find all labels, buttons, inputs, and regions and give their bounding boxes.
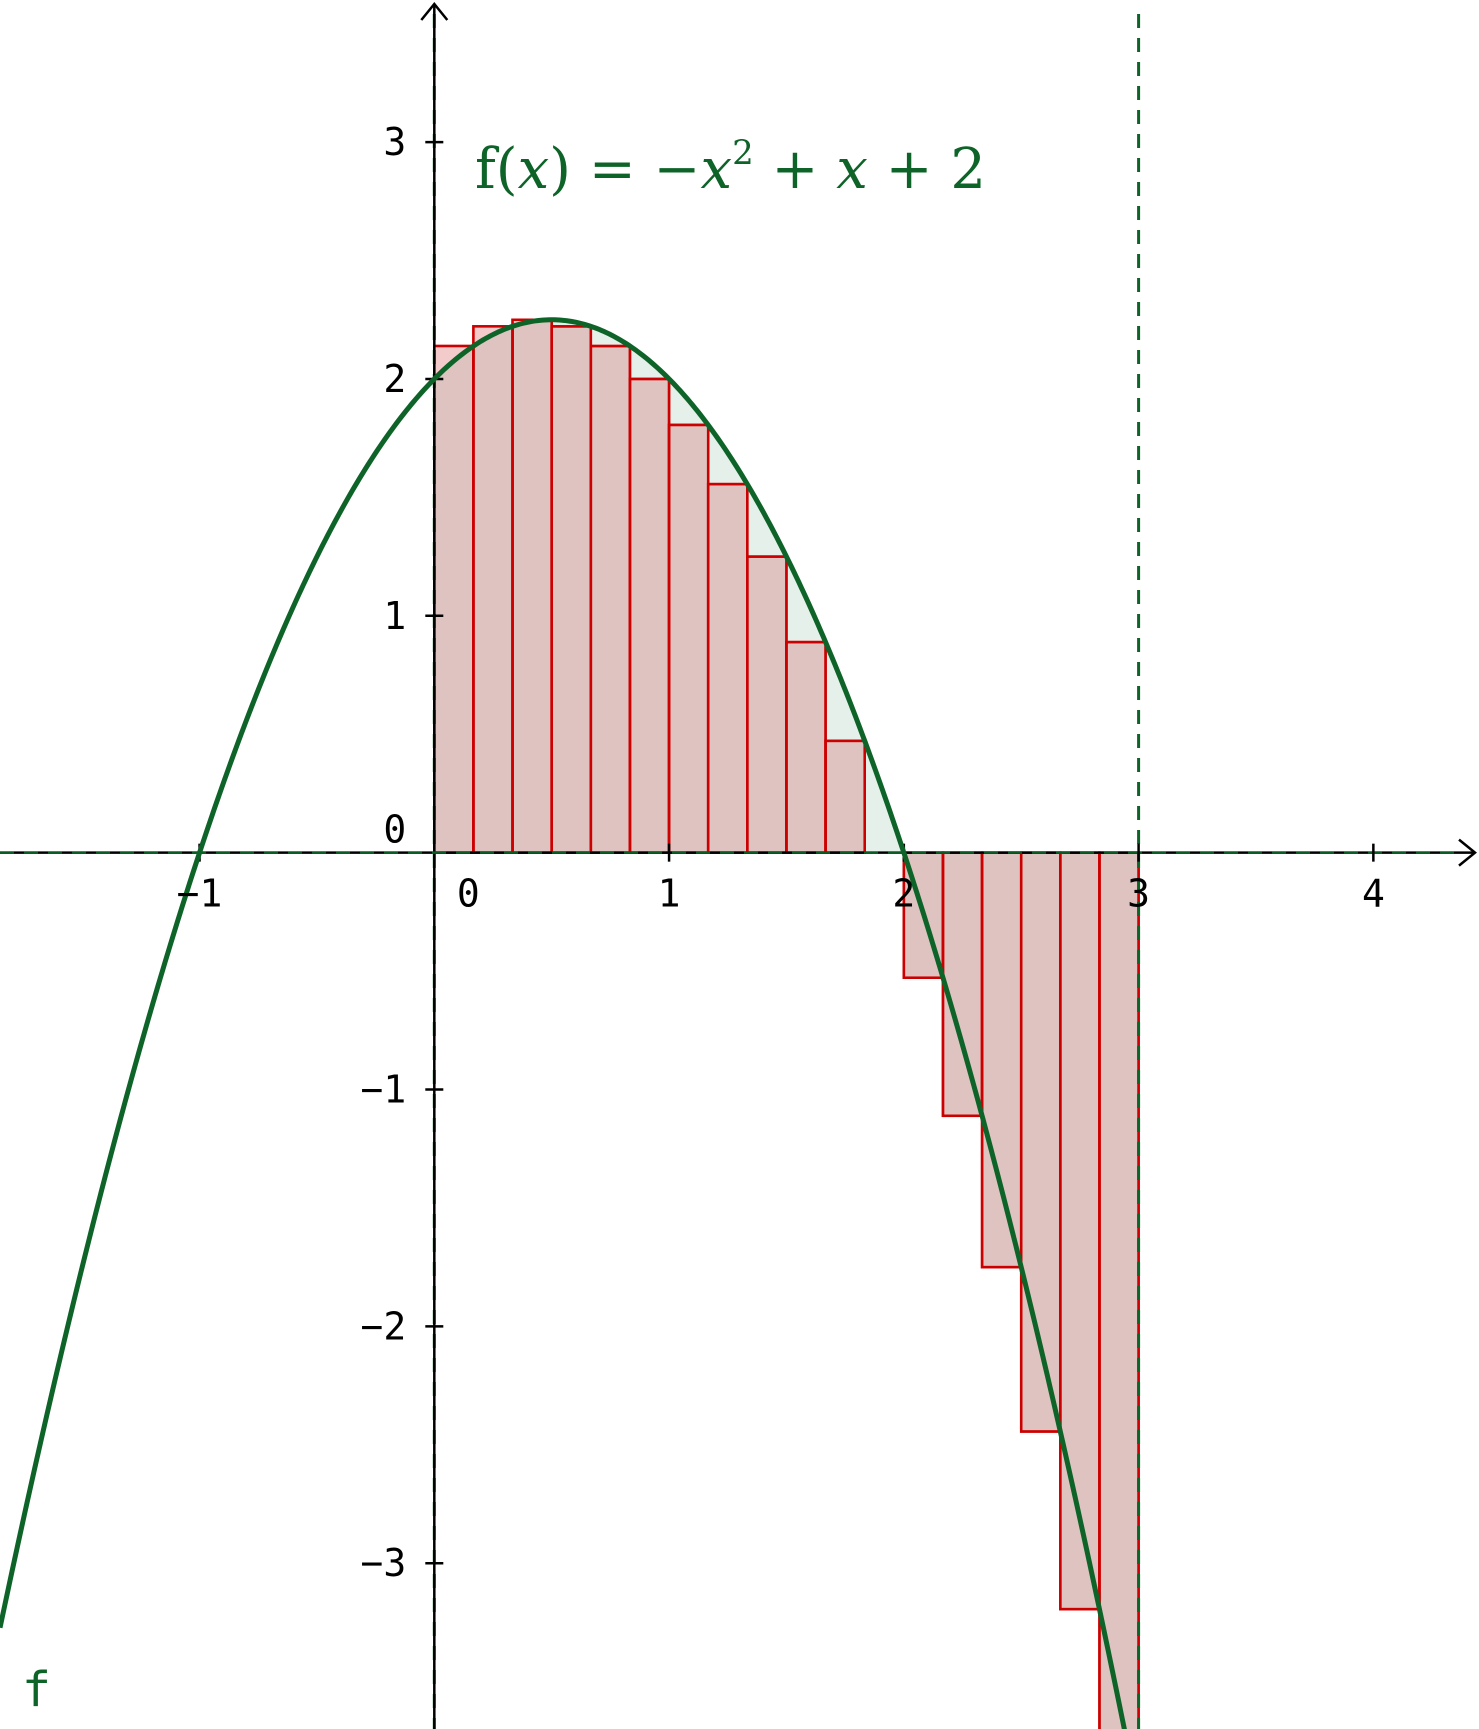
y-tick-label: −1 xyxy=(361,1068,407,1112)
y-axis-arrow xyxy=(420,2,449,21)
riemann-bar xyxy=(785,640,827,854)
riemann-bar xyxy=(667,423,710,854)
riemann-bar xyxy=(1098,851,1140,1729)
riemann-bar xyxy=(941,851,984,1118)
riemann-bar xyxy=(433,344,475,854)
x-tick-label: −1 xyxy=(177,872,223,916)
curve-layer xyxy=(0,317,1127,1729)
x-tick-label: 2 xyxy=(892,872,915,916)
riemann-bar xyxy=(589,344,632,854)
riemann-bar-excess xyxy=(434,346,474,379)
riemann-bar xyxy=(746,555,788,854)
x-axis-arrow xyxy=(1458,838,1477,867)
x-tick-label: 4 xyxy=(1362,872,1385,916)
riemann-bar xyxy=(550,325,593,854)
tick-labels-layer: −1 0 1 2 3 4 −3 −2 −1 0 1 2 3 xyxy=(177,120,1385,1585)
x-tick-label: 3 xyxy=(1127,872,1150,916)
function-formula: f(x) = −x2 + x + 2 xyxy=(475,133,986,202)
y-tick-label: 2 xyxy=(383,357,406,401)
y-tick-label: −3 xyxy=(361,1541,407,1585)
x-tick-label: 0 xyxy=(457,872,480,916)
riemann-bar xyxy=(1059,851,1101,1611)
riemann-rectangles-layer xyxy=(433,318,1140,1729)
riemann-bar xyxy=(706,482,749,854)
y-tick-label: 3 xyxy=(383,120,406,164)
riemann-bar xyxy=(628,377,671,854)
riemann-bar xyxy=(511,318,553,854)
function-curve xyxy=(0,317,1127,1729)
riemann-bar xyxy=(472,325,514,854)
riemann-bar xyxy=(824,739,866,854)
y-tick-label: 1 xyxy=(383,594,406,638)
y-tick-label: 0 xyxy=(383,808,406,852)
riemann-bar xyxy=(980,851,1023,1269)
function-name-label: f xyxy=(22,1662,51,1718)
x-tick-label: 1 xyxy=(658,872,681,916)
riemann-bar-excess xyxy=(473,326,513,347)
y-tick-label: −2 xyxy=(361,1304,407,1348)
